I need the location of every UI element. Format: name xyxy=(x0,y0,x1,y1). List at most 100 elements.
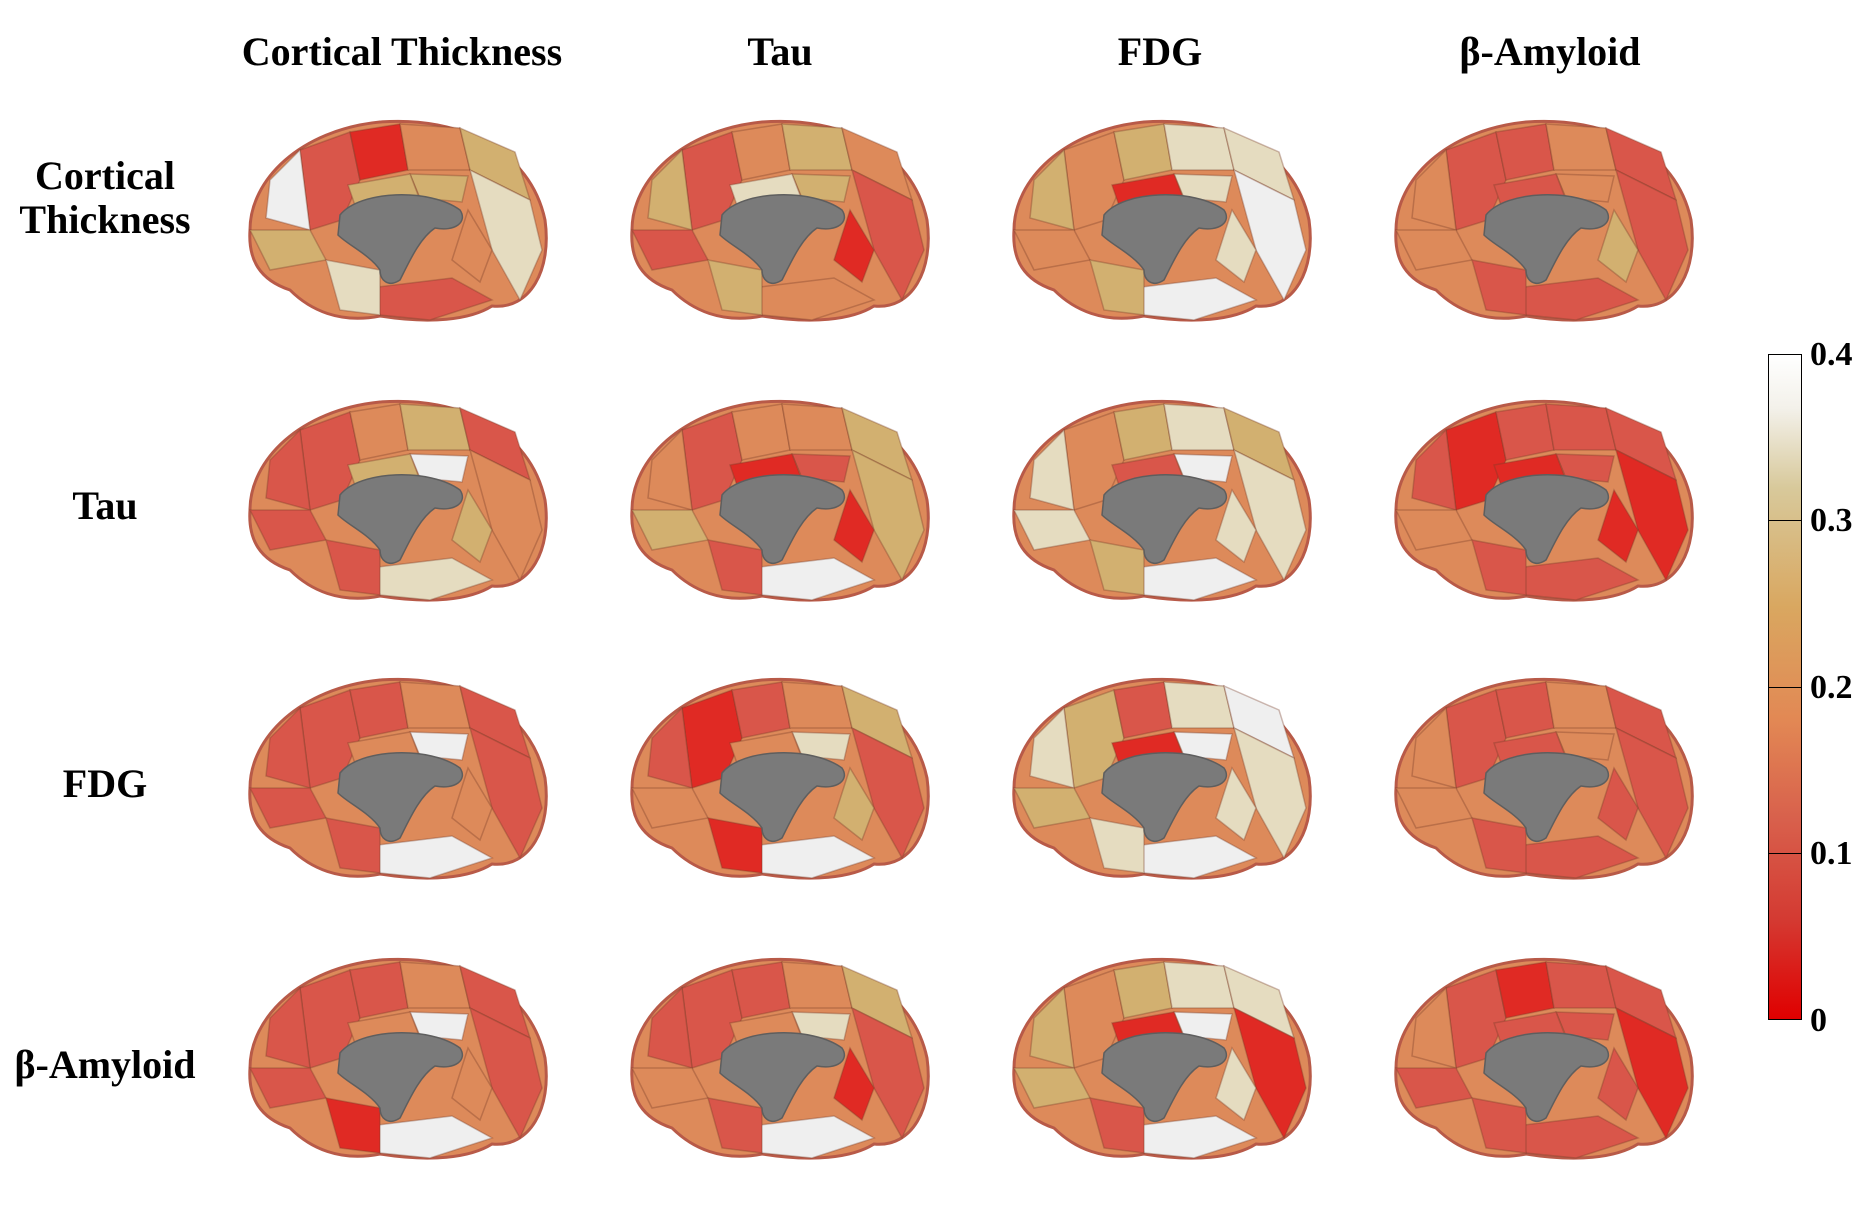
brain-region xyxy=(1495,403,1555,461)
brain-region xyxy=(324,259,381,316)
brain-region xyxy=(1495,681,1555,739)
brain-region xyxy=(408,453,469,483)
brain-region xyxy=(1554,731,1615,761)
brain-region xyxy=(1113,123,1173,181)
colorbar-tick-label: 0.4 xyxy=(1810,336,1853,373)
brain-region xyxy=(349,123,409,181)
brain-region xyxy=(1445,689,1507,789)
brain-medial-surface xyxy=(1394,957,1694,1160)
brain-region xyxy=(408,173,469,203)
brain-region xyxy=(1445,969,1507,1069)
brain-region xyxy=(451,208,493,284)
colorbar-tick xyxy=(1768,520,1802,521)
brain-region xyxy=(1063,969,1125,1069)
brain-region xyxy=(1232,1006,1307,1140)
brain-medial-surface xyxy=(248,677,548,880)
column-header-tau: Tau xyxy=(747,29,813,74)
brain-region xyxy=(833,208,875,284)
column-header-cortical-thickness: Cortical Thickness xyxy=(241,29,563,74)
brain-region xyxy=(1554,173,1615,203)
brain-region xyxy=(1545,123,1617,171)
brain-region xyxy=(299,969,361,1069)
row-header-line: FDG xyxy=(62,761,148,806)
brain-region xyxy=(1545,681,1617,729)
brain-medial-surface xyxy=(248,957,548,1160)
brain-panel xyxy=(612,948,942,1188)
brain-region xyxy=(1232,726,1307,860)
brain-panel xyxy=(230,110,560,350)
subcortical-core xyxy=(337,474,464,564)
brain-panel xyxy=(994,110,1324,350)
brain-region xyxy=(349,403,409,461)
brain-panel xyxy=(1376,390,1706,630)
brain-panel xyxy=(1376,948,1706,1188)
brain-region xyxy=(324,817,381,874)
brain-region xyxy=(790,173,851,203)
brain-region xyxy=(706,817,763,874)
brain-region xyxy=(1163,123,1235,171)
brain-medial-surface xyxy=(630,957,930,1160)
brain-region xyxy=(790,1011,851,1041)
brain-panel xyxy=(994,390,1324,630)
brain-region xyxy=(1597,1046,1639,1122)
brain-region xyxy=(1545,403,1617,451)
subcortical-core xyxy=(719,752,846,842)
brain-region xyxy=(451,766,493,842)
brain-region xyxy=(781,403,853,451)
brain-region xyxy=(731,681,791,739)
row-header-fdg: FDG xyxy=(0,762,210,806)
brain-region xyxy=(1163,961,1235,1009)
column-header-fdg: FDG xyxy=(1117,29,1203,74)
brain-region xyxy=(1088,259,1145,316)
brain-region xyxy=(1597,488,1639,564)
row-header-beta-amyloid: β-Amyloid xyxy=(0,1043,210,1087)
brain-region xyxy=(1495,961,1555,1019)
brain-region xyxy=(833,488,875,564)
subcortical-core xyxy=(337,752,464,842)
subcortical-core xyxy=(337,194,464,284)
row-header-cortical-thickness: Cortical Thickness xyxy=(0,154,210,242)
brain-region xyxy=(451,488,493,564)
brain-region xyxy=(1113,681,1173,739)
brain-medial-surface xyxy=(1012,399,1312,602)
brain-region xyxy=(850,1006,925,1140)
brain-region xyxy=(1470,817,1527,874)
brain-panel xyxy=(230,390,560,630)
brain-region xyxy=(850,726,925,860)
brain-region xyxy=(1215,1046,1257,1122)
brain-medial-surface xyxy=(1394,677,1694,880)
brain-region xyxy=(1215,488,1257,564)
brain-medial-surface xyxy=(1012,957,1312,1160)
brain-region xyxy=(731,403,791,461)
brain-region xyxy=(1088,1097,1145,1154)
colorbar-tick-label: 0.2 xyxy=(1810,669,1853,706)
brain-region xyxy=(1232,168,1307,302)
brain-region xyxy=(1445,411,1507,511)
brain-region xyxy=(681,411,743,511)
subcortical-core xyxy=(719,194,846,284)
brain-region xyxy=(399,403,471,451)
brain-region xyxy=(1614,1006,1689,1140)
brain-panel xyxy=(994,668,1324,908)
brain-region xyxy=(833,1046,875,1122)
row-header-tau: Tau xyxy=(0,484,210,528)
subcortical-core xyxy=(1483,752,1610,842)
brain-region xyxy=(399,681,471,729)
colorbar-tick xyxy=(1768,1019,1802,1020)
brain-region xyxy=(833,766,875,842)
brain-region xyxy=(468,726,543,860)
brain-region xyxy=(1470,259,1527,316)
brain-region xyxy=(299,131,361,231)
brain-region xyxy=(408,1011,469,1041)
brain-region xyxy=(790,453,851,483)
brain-region xyxy=(1232,448,1307,582)
brain-region xyxy=(1215,208,1257,284)
brain-region xyxy=(468,448,543,582)
brain-region xyxy=(1554,1011,1615,1041)
brain-panel xyxy=(230,668,560,908)
brain-region xyxy=(1470,1097,1527,1154)
brain-medial-surface xyxy=(1394,399,1694,602)
column-header-beta-amyloid: β-Amyloid xyxy=(1459,29,1641,74)
brain-region xyxy=(1614,168,1689,302)
brain-region xyxy=(681,689,743,789)
